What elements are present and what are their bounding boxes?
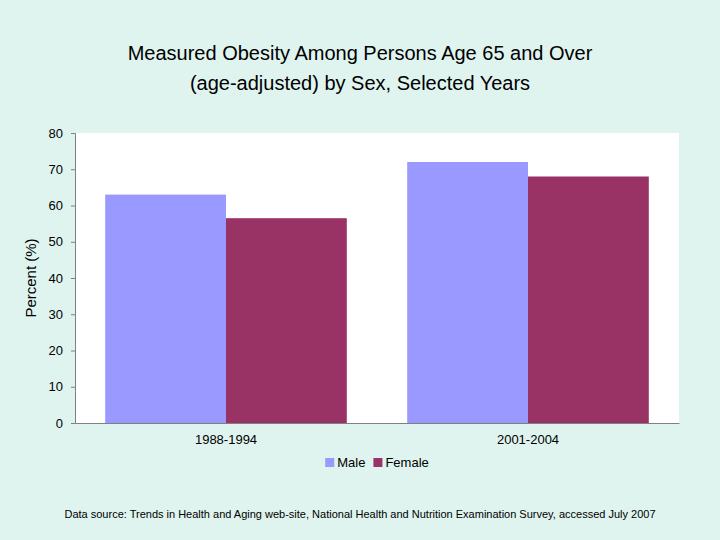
y-tick-mark xyxy=(71,278,75,279)
y-axis: 0 10 20 30 40 50 60 70 80 xyxy=(49,126,76,431)
y-tick-mark xyxy=(71,314,75,315)
x-axis: 1988-1994 2001-2004 xyxy=(76,423,680,447)
y-tick: 30 xyxy=(49,307,75,322)
y-tick: 20 xyxy=(49,343,75,358)
bar xyxy=(528,177,649,424)
y-tick: 10 xyxy=(49,379,75,394)
background xyxy=(0,0,720,540)
y-axis-title: Percent (%) xyxy=(22,238,39,317)
y-tick-label: 60 xyxy=(49,198,63,213)
bars xyxy=(105,162,649,423)
x-tick: 1988-1994 xyxy=(195,423,257,447)
legend-swatch xyxy=(373,458,382,467)
x-tick-label: 2001-2004 xyxy=(497,432,559,447)
y-tick: 50 xyxy=(49,234,75,249)
legend: Male Female xyxy=(325,455,429,470)
bar xyxy=(105,195,226,423)
title: Measured Obesity Among Persons Age 65 an… xyxy=(128,42,593,94)
y-tick-mark xyxy=(71,423,75,424)
y-tick-label: 40 xyxy=(49,271,63,286)
bar xyxy=(407,162,528,423)
legend-label: Male xyxy=(337,455,365,470)
y-tick-label: 70 xyxy=(49,162,63,177)
y-tick-label: 10 xyxy=(49,379,63,394)
y-tick: 0 xyxy=(56,416,75,431)
chart: Measured Obesity Among Persons Age 65 an… xyxy=(0,0,720,540)
y-tick: 80 xyxy=(49,126,75,141)
bar xyxy=(226,218,347,423)
x-axis-line xyxy=(76,423,680,424)
y-tick-mark xyxy=(71,206,75,207)
x-tick-label: 1988-1994 xyxy=(195,432,257,447)
y-tick-label: 20 xyxy=(49,343,63,358)
y-tick-mark xyxy=(71,387,75,388)
x-tick: 2001-2004 xyxy=(497,423,559,447)
y-tick-label: 50 xyxy=(49,234,63,249)
y-tick-label: 0 xyxy=(56,416,63,431)
y-tick-label: 30 xyxy=(49,307,63,322)
y-tick-mark xyxy=(71,169,75,170)
y-tick: 70 xyxy=(49,162,75,177)
legend-swatch xyxy=(325,458,334,467)
legend-label: Female xyxy=(385,455,428,470)
source-note: Data source: Trends in Health and Aging … xyxy=(64,508,655,520)
legend-item: Female xyxy=(373,455,428,470)
y-axis-line xyxy=(71,134,76,424)
y-tick-mark xyxy=(71,351,75,352)
y-tick-mark xyxy=(71,242,75,243)
plot-area xyxy=(75,133,679,423)
y-tick-label: 80 xyxy=(49,126,63,141)
y-tick: 40 xyxy=(49,271,75,286)
legend-item: Male xyxy=(325,455,365,470)
y-tick-mark xyxy=(71,133,75,134)
y-tick: 60 xyxy=(49,198,75,213)
